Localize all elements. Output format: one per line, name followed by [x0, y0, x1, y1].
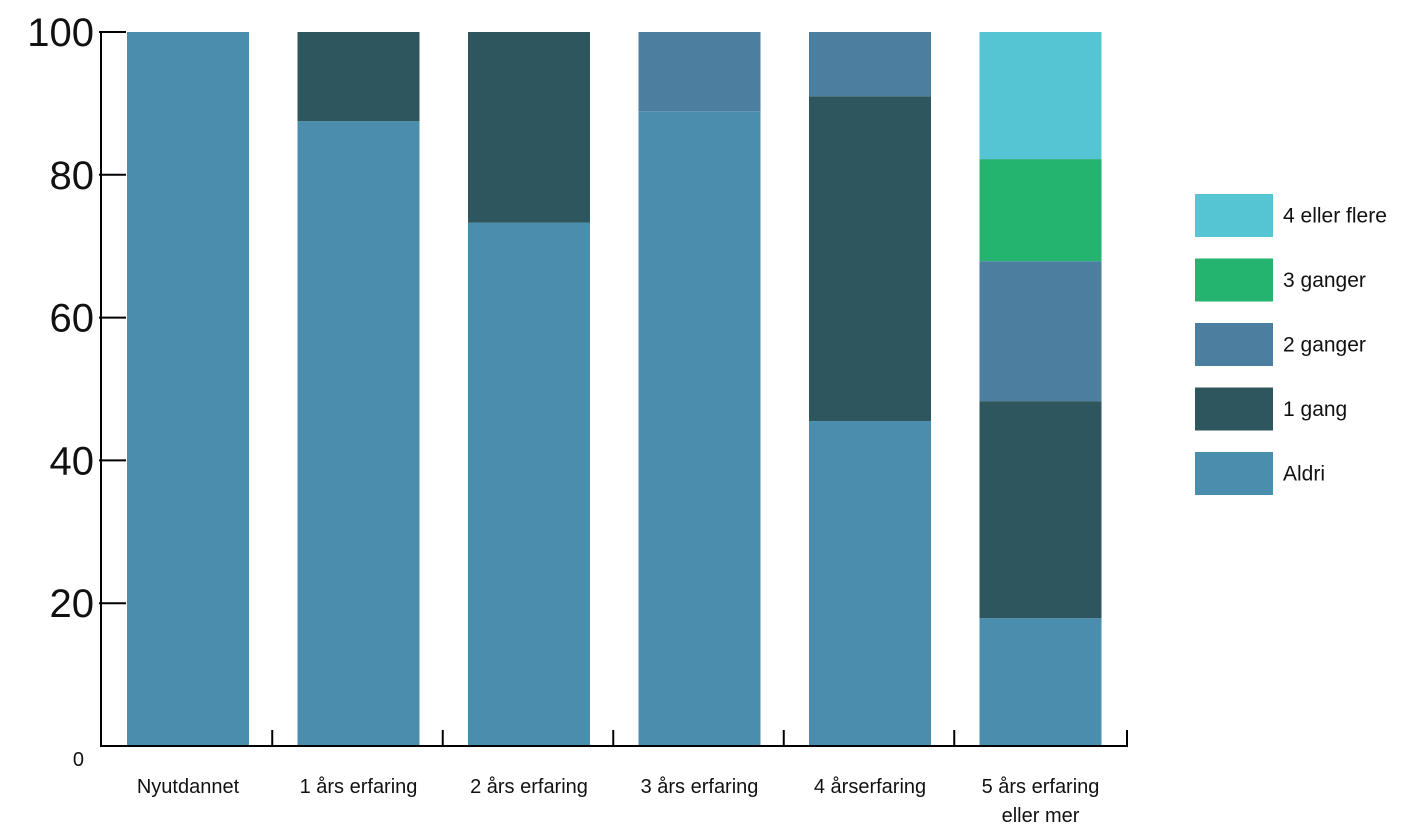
y-tick-label-20: 20	[50, 582, 95, 626]
x-tick-label-2-rs-erfaring: 2 års erfaring	[470, 776, 588, 798]
bar-1-rs-erfaring-aldri	[297, 121, 420, 746]
y-tick-label-0: 0	[73, 749, 84, 771]
legend-label-3-ganger: 3 ganger	[1283, 269, 1366, 292]
bar-5-rs-erfaring-eller-mer-2-ganger	[979, 261, 1102, 402]
legend-swatch-aldri	[1195, 452, 1273, 495]
x-tick-label-5-rs-erfaring-eller-mer-line-1: 5 års erfaring	[982, 776, 1100, 798]
bar-4-rserfaring-2-ganger	[809, 32, 931, 97]
bar-3-rs-erfaring-aldri	[638, 111, 761, 746]
bar-4-rserfaring-aldri	[809, 421, 931, 746]
bar-2-rs-erfaring-aldri	[468, 222, 590, 746]
y-tick-label-80: 80	[50, 154, 95, 198]
bars-group	[127, 32, 1102, 746]
legend-label-aldri: Aldri	[1283, 463, 1325, 486]
bar-5-rs-erfaring-eller-mer-aldri	[979, 618, 1102, 746]
bar-5-rs-erfaring-eller-mer-4-eller-flere	[979, 32, 1102, 160]
y-tick-label-40: 40	[50, 439, 95, 483]
x-tick-label-nyutdannet: Nyutdannet	[137, 776, 240, 798]
legend-swatch-4-eller-flere	[1195, 194, 1273, 237]
bar-2-rs-erfaring-1-gang	[468, 32, 590, 223]
legend-swatch-1-gang	[1195, 387, 1273, 431]
legend-swatch-3-ganger	[1195, 258, 1273, 302]
legend: 4 eller flere 3 ganger 2 ganger 1 gang Aldri	[1195, 194, 1387, 495]
legend-label-2-ganger: 2 ganger	[1283, 334, 1366, 357]
legend-label-4-eller-flere: 4 eller flere	[1283, 205, 1387, 228]
y-tick-label-100: 100	[27, 11, 94, 55]
axes-group: 0 20 40 60 80 100 Nyutdannet 1 års erfaring 2 år…	[27, 11, 1128, 827]
y-tick-label-60: 60	[50, 297, 95, 341]
bar-3-rs-erfaring-2-ganger	[638, 32, 761, 112]
bar-5-rs-erfaring-eller-mer-1-gang	[979, 401, 1102, 619]
legend-label-1-gang: 1 gang	[1283, 398, 1347, 421]
bar-nyutdannet-aldri	[127, 32, 249, 746]
legend-swatch-2-ganger	[1195, 323, 1273, 366]
x-tick-label-5-rs-erfaring-eller-mer-line-2: eller mer	[1002, 805, 1080, 827]
bar-4-rserfaring-1-gang	[809, 96, 931, 422]
x-tick-label-4-rserfaring: 4 årserfaring	[814, 776, 926, 798]
bar-5-rs-erfaring-eller-mer-3-ganger	[979, 159, 1102, 262]
x-tick-label-1-rs-erfaring: 1 års erfaring	[300, 776, 418, 798]
bar-1-rs-erfaring-1-gang	[297, 32, 420, 122]
x-tick-label-3-rs-erfaring: 3 års erfaring	[641, 776, 759, 798]
